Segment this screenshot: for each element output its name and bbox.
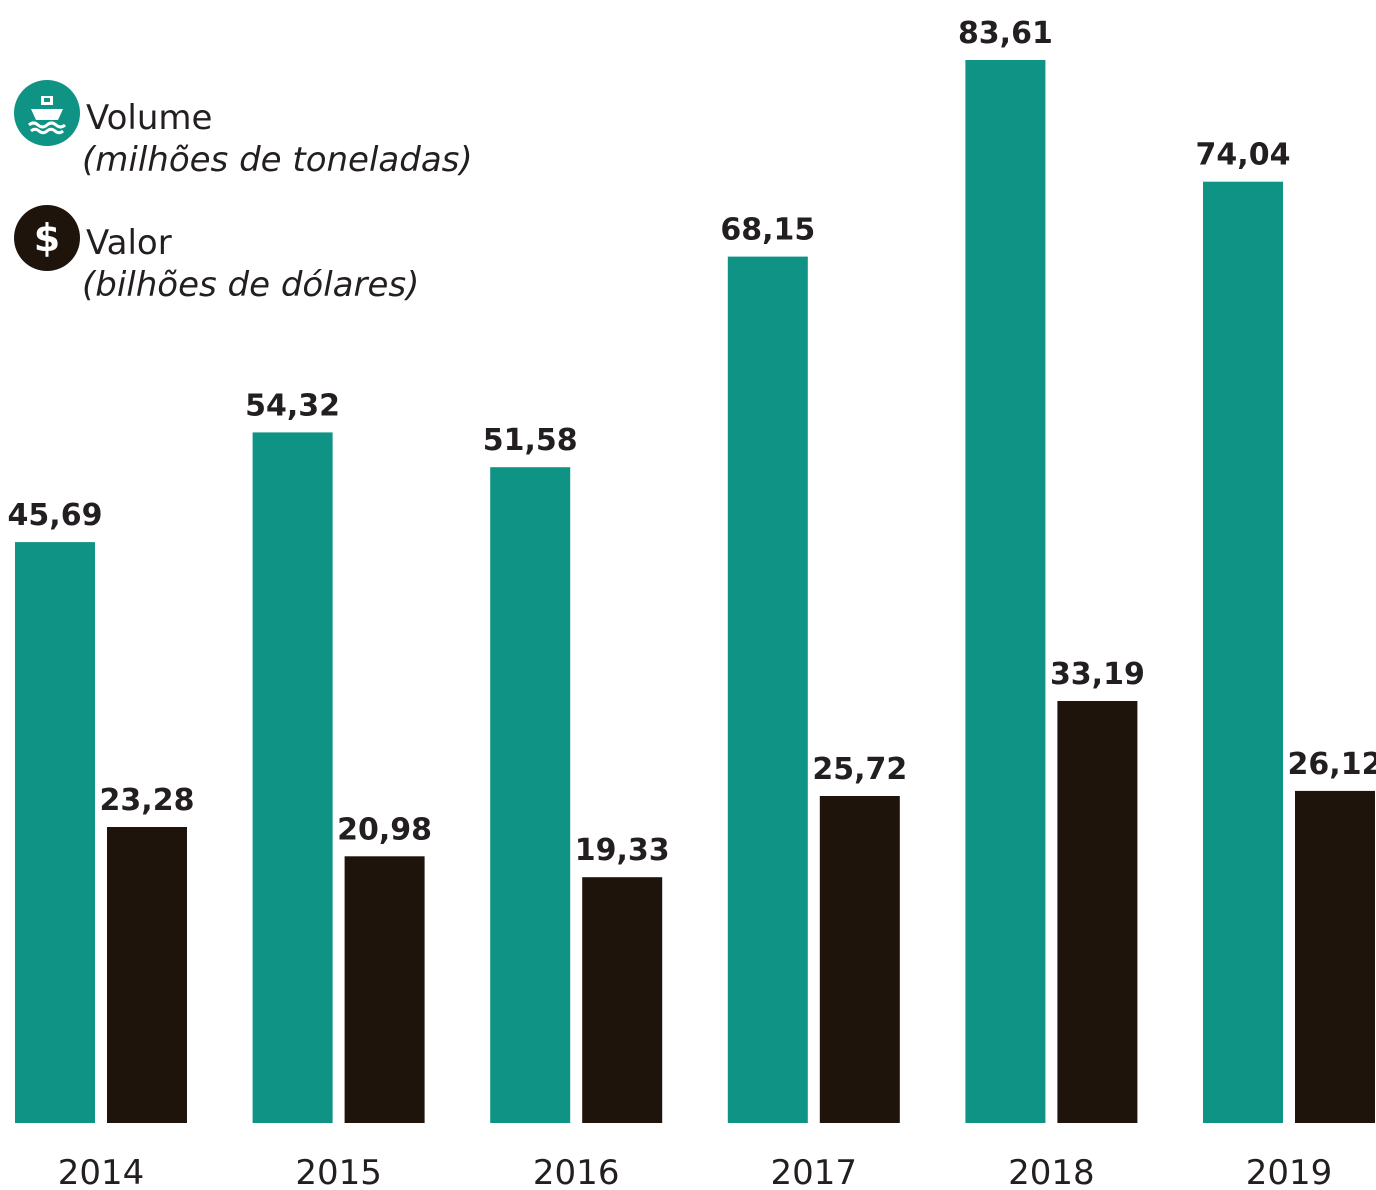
bar-valor-2018	[1057, 701, 1138, 1123]
value-label-valor-2018: 33,19	[1050, 657, 1145, 692]
dollar-icon: $	[14, 205, 80, 271]
ship-icon-wave-1	[28, 121, 66, 129]
year-labels-group: 2014 2015 2016 2017 2018 2019	[58, 1153, 1333, 1190]
dollar-icon-background	[14, 205, 80, 271]
value-label-volume-2014: 45,69	[8, 498, 103, 533]
bar-volume-2018	[965, 60, 1046, 1123]
ship-icon	[14, 80, 80, 146]
value-label-volume-2017: 68,15	[720, 213, 815, 248]
bar-volume-2019	[1203, 181, 1283, 1123]
value-label-valor-2016: 19,33	[575, 833, 670, 868]
value-label-valor-2014: 23,28	[100, 783, 195, 818]
bar-valor-2019	[1295, 790, 1375, 1123]
legend-volume-title: Volume	[86, 98, 213, 138]
bar-volume-2015	[252, 432, 333, 1123]
value-label-volume-2018: 83,61	[958, 16, 1053, 51]
bar-volume-2014	[15, 542, 95, 1123]
value-label-volume-2016: 51,58	[483, 423, 578, 458]
bar-volume-2016	[490, 467, 571, 1123]
bar-valor-2014	[107, 827, 187, 1123]
year-label-2014: 2014	[58, 1153, 145, 1190]
bars-group	[15, 60, 1375, 1124]
year-label-2016: 2016	[533, 1153, 620, 1190]
legend-valor-title: Valor	[86, 223, 172, 263]
dollar-icon-glyph: $	[34, 216, 60, 260]
value-label-volume-2019: 74,04	[1196, 138, 1291, 173]
year-label-2018: 2018	[1008, 1153, 1095, 1190]
year-label-2015: 2015	[295, 1153, 382, 1190]
value-label-valor-2019: 26,12	[1288, 747, 1376, 782]
bar-volume-2017	[727, 256, 808, 1124]
year-label-2019: 2019	[1246, 1153, 1333, 1190]
ship-icon-wave-2	[30, 127, 64, 135]
legend-valor-unit: (bilhões de dólares)	[82, 265, 420, 305]
value-labels-group: 45,69 23,28 54,32 20,98 51,58 19,33 68,15 25,72…	[8, 16, 1376, 868]
bar-valor-2015	[344, 856, 425, 1123]
ship-icon-window	[44, 98, 50, 102]
legend-volume-unit: (milhões de toneladas)	[82, 140, 473, 180]
ship-icon-hull	[31, 109, 63, 120]
value-label-valor-2017: 25,72	[812, 752, 907, 787]
value-label-volume-2015: 54,32	[245, 388, 340, 423]
value-label-valor-2015: 20,98	[337, 812, 432, 847]
year-label-2017: 2017	[771, 1153, 858, 1190]
bar-valor-2017	[819, 796, 900, 1123]
bar-valor-2016	[582, 877, 663, 1123]
